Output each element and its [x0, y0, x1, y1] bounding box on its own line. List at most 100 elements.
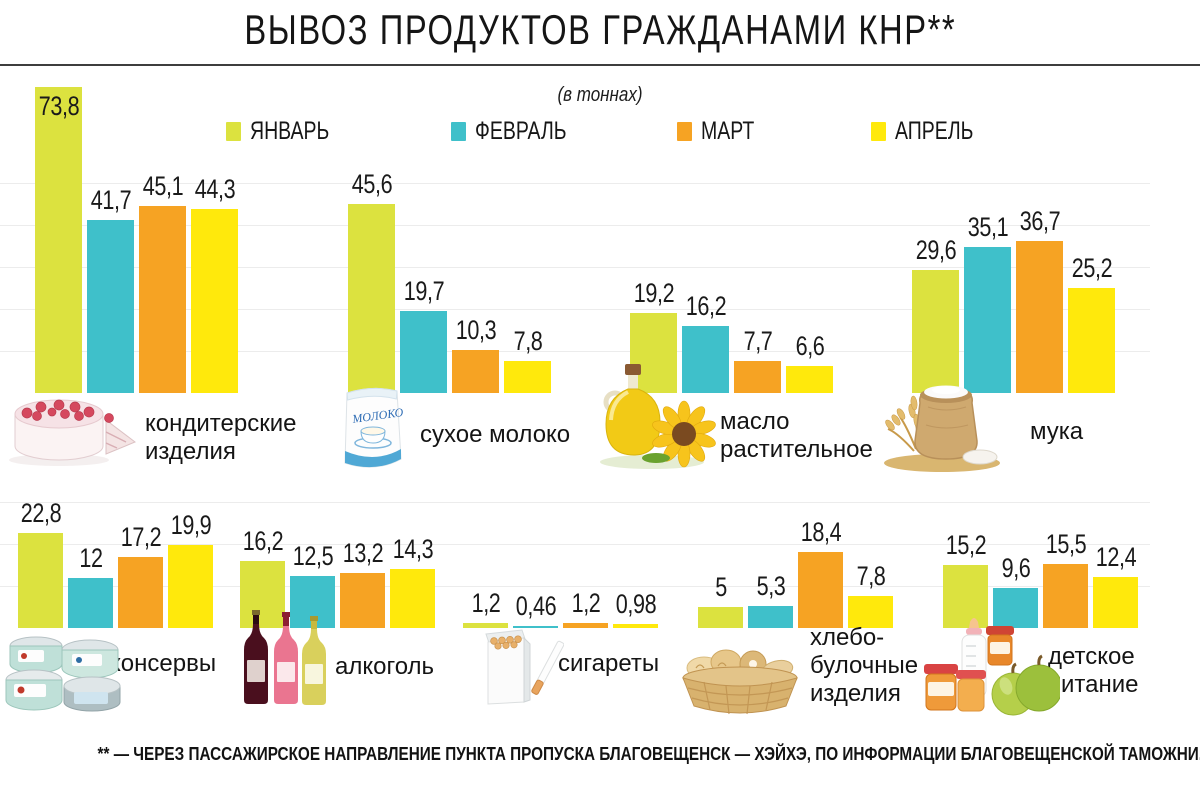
category-label-baby-food: детское питание: [1048, 643, 1139, 698]
canned-food-icon: [5, 636, 121, 712]
bar-март: 10,3: [452, 315, 499, 393]
gridline: [0, 351, 1150, 352]
gridline: [0, 183, 1150, 184]
bar-value-label: 12,4: [1095, 542, 1136, 572]
category-label-confectionery: кондитерские изделия: [145, 410, 297, 465]
category-label-canned-food: консервы: [110, 650, 217, 677]
bar-value-label: 5,3: [756, 571, 785, 601]
bar-value-label: 45,1: [142, 171, 183, 201]
legend-item-january: ЯНВАРЬ: [226, 116, 352, 145]
bar-value-label: 41,7: [90, 185, 131, 215]
bar-апрель: 19,9: [168, 510, 213, 628]
bar-value-label: 1,2: [571, 588, 600, 618]
bar-value-label: 15,5: [1045, 529, 1086, 559]
oil-bottle-icon: [600, 364, 716, 469]
bar-февраль: 5,3: [748, 571, 793, 628]
bar-value-label: 36,7: [1019, 206, 1060, 236]
gridline: [0, 225, 1150, 226]
bar-январь: 73,8: [35, 87, 82, 393]
bar-value-label: 7,8: [513, 326, 542, 356]
bar-value-label: 12: [78, 543, 103, 573]
bar-value-label: 12,5: [292, 541, 333, 571]
unit-note: (в тоннах): [557, 84, 643, 106]
bar-value-label: 18,4: [800, 517, 841, 547]
bar-март: 45,1: [139, 171, 186, 393]
bar-февраль: 35,1: [964, 212, 1011, 393]
bar-март: 15,5: [1043, 529, 1088, 628]
baby-food-icon: [924, 618, 1060, 716]
category-label-cigarettes: сигареты: [558, 650, 660, 677]
legend-swatch-april: [871, 121, 886, 141]
bar-value-label: 17,2: [120, 522, 161, 552]
bar-value-label: 5: [714, 572, 727, 602]
bar-group-canned-food: 22,8 12 17,2 19,9: [18, 498, 213, 628]
bar-value-label: 25,2: [1071, 253, 1112, 283]
bar-value-label: 15,2: [945, 530, 986, 560]
bar-value-label: 44,3: [194, 174, 235, 204]
legend-label-february: ФЕВРАЛЬ: [475, 116, 567, 145]
category-label-vegetable-oil: масло растительное: [720, 408, 873, 463]
legend-label-january: ЯНВАРЬ: [250, 116, 330, 145]
title-divider: [0, 64, 1200, 66]
bar-апрель: 14,3: [390, 534, 435, 628]
bar-value-label: 16,2: [685, 291, 726, 321]
legend-swatch-march: [677, 121, 692, 141]
legend-item-february: ФЕВРАЛЬ: [451, 116, 592, 145]
legend-swatch-january: [226, 121, 241, 141]
bar-value-label: 29,6: [915, 235, 956, 265]
bar-value-label: 0,46: [515, 591, 556, 621]
header: ВЫВОЗ ПРОДУКТОВ ГРАЖДАНАМИ КНР**: [0, 6, 1200, 54]
bar-value-label: 22,8: [20, 498, 61, 528]
bar-value-label: 14,3: [392, 534, 433, 564]
bar-value-label: 7,8: [856, 561, 885, 591]
bar-январь: 29,6: [912, 235, 959, 393]
bar-февраль: 16,2: [682, 291, 729, 393]
bar-апрель: 12,4: [1093, 542, 1138, 628]
bar-январь: 5: [698, 572, 743, 628]
gridline: [0, 586, 1150, 587]
footnote-wrap: ** — ЧЕРЕЗ ПАССАЖИРСКОЕ НАПРАВЛЕНИЕ ПУНК…: [0, 744, 1200, 765]
bar-февраль: 41,7: [87, 185, 134, 393]
bar-март: 18,4: [798, 517, 843, 628]
flour-sack-icon: [884, 385, 1000, 472]
bread-basket-icon: [682, 649, 798, 715]
bar-март: 13,2: [340, 538, 385, 628]
bar-март: 1,2: [563, 588, 608, 628]
bar-value-label: 19,2: [633, 278, 674, 308]
bar-value-label: 73,8: [38, 91, 79, 121]
bar-group-dry-milk: 45,6 19,7 10,3 7,8: [348, 169, 551, 393]
bar-value-label: 1,2: [471, 588, 500, 618]
gridline: [0, 309, 1150, 310]
bar-group-cigarettes: 1,2 0,46 1,2 0,98: [463, 588, 658, 628]
bar-март: 17,2: [118, 522, 163, 628]
bar-март: 7,7: [734, 326, 781, 393]
category-label-alcohol: алкоголь: [335, 653, 435, 680]
legend-label-april: АПРЕЛЬ: [895, 116, 974, 145]
gridline: [0, 502, 1150, 503]
bar-group-vegetable-oil: 19,2 16,2 7,7 6,6: [630, 278, 833, 393]
bar-апрель: 7,8: [848, 561, 893, 628]
bar-value-label: 19,9: [170, 510, 211, 540]
legend-swatch-february: [451, 121, 466, 141]
bar-value-label: 19,7: [403, 276, 444, 306]
bar-value-label: 45,6: [351, 169, 392, 199]
bar-value-label: 16,2: [242, 526, 283, 556]
bar-group-bakery: 5 5,3 18,4 7,8: [698, 517, 893, 628]
category-label-dry-milk: сухое молоко: [420, 421, 571, 448]
cigarette-pack-icon: [485, 629, 564, 705]
bar-февраль: 0,46: [513, 591, 558, 628]
bar-value-label: 13,2: [342, 538, 383, 568]
cake-icon: [9, 399, 136, 466]
bar-апрель: 7,8: [504, 326, 551, 393]
gridline: [0, 267, 1150, 268]
category-label-bakery: хлебо- булочные изделия: [810, 624, 919, 707]
bar-value-label: 0,98: [615, 589, 656, 619]
bar-value-label: 7,7: [743, 326, 772, 356]
bar-value-label: 10,3: [455, 315, 496, 345]
bar-апрель: 44,3: [191, 174, 238, 393]
wine-bottles-icon: [244, 610, 326, 705]
bar-январь: 22,8: [18, 498, 63, 628]
bar-group-baby-food: 15,2 9,6 15,5 12,4: [943, 529, 1138, 628]
bar-value-label: 9,6: [1001, 553, 1030, 583]
